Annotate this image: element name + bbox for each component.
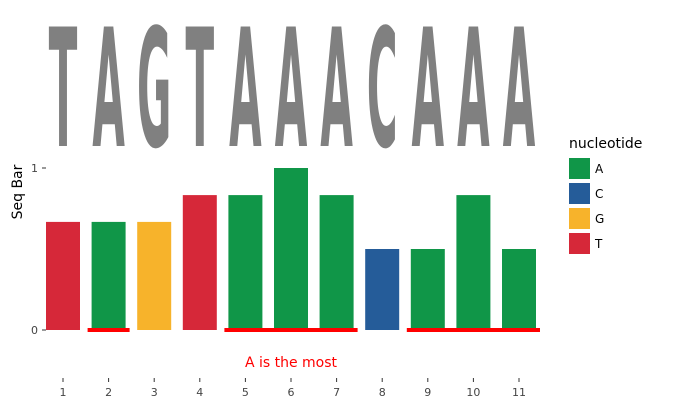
x-tick-label: 3: [151, 386, 158, 399]
bar: [137, 221, 172, 330]
y-axis: 01: [31, 162, 46, 337]
x-tick-label: 1: [60, 386, 67, 399]
logo-letter: T: [49, 0, 78, 186]
bar: [502, 249, 536, 330]
legend-item: T: [569, 231, 642, 256]
x-tick-label: 5: [242, 386, 249, 399]
legend-item: A: [569, 156, 642, 181]
legend-label: C: [595, 186, 604, 201]
bar: [365, 249, 400, 330]
y-axis-label: Seq Bar: [10, 164, 26, 219]
logo-letter: A: [229, 0, 262, 186]
y-tick-label: 1: [31, 162, 38, 175]
annotation-text: A is the most: [245, 355, 338, 371]
x-tick-label: 2: [105, 386, 112, 399]
logo-letter: T: [185, 0, 214, 186]
legend-title: nucleotide: [569, 136, 643, 152]
y-tick-label: 0: [31, 324, 38, 337]
legend-key: [569, 208, 590, 229]
legend-item: G: [569, 206, 642, 231]
bar: [182, 195, 217, 330]
legend-key: [569, 233, 590, 254]
x-tick-label: 10: [466, 386, 480, 399]
logo-letter: G: [137, 0, 171, 186]
logo-letter: A: [320, 0, 353, 186]
logo-letter: A: [503, 0, 536, 186]
legend-label: A: [595, 161, 604, 176]
bars: [46, 168, 536, 330]
bar: [91, 221, 126, 330]
logo-letter: A: [457, 0, 490, 186]
legend-label: T: [595, 236, 603, 251]
logo-letter: A: [92, 0, 125, 186]
logo-letter: A: [412, 0, 445, 186]
x-tick-label: 6: [288, 386, 295, 399]
bar: [228, 195, 263, 330]
x-tick-label: 7: [333, 386, 340, 399]
x-tick-label: 9: [424, 386, 431, 399]
bar: [46, 221, 80, 330]
x-tick-label: 8: [379, 386, 386, 399]
legend-key: [569, 158, 590, 179]
bar: [456, 195, 491, 330]
legend-key: [569, 183, 590, 204]
bar: [410, 249, 445, 330]
x-tick-label: 4: [196, 386, 203, 399]
bar: [319, 195, 354, 330]
x-axis: 1 2 3 4 5 6 7 8 9 10 11: [60, 378, 526, 399]
legend-label: G: [595, 211, 605, 226]
logo-letter: A: [275, 0, 308, 186]
logo-letter: C: [367, 0, 398, 186]
legend-item: C: [569, 181, 642, 206]
x-tick-label: 11: [512, 386, 526, 399]
bar: [274, 168, 308, 330]
